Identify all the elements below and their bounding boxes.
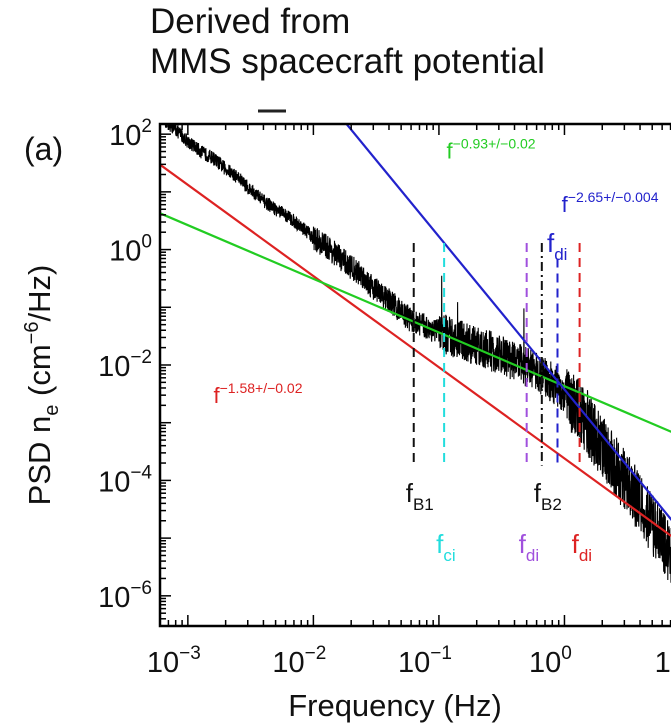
- power-law-fit-line-2: [160, 212, 671, 433]
- marker-label-4: fB2: [534, 478, 562, 514]
- axes: 10−3 10−2 10−1 100 101 102 100 10−2 10−4 10−6: [98, 116, 671, 679]
- panel-label: (a): [24, 131, 63, 167]
- marker-label-3: fdi: [519, 529, 539, 565]
- power-law-fit-line-3: [345, 124, 671, 521]
- x-tick-label: 10−1: [398, 643, 452, 679]
- y-tick-label: 102: [109, 116, 152, 152]
- marker-label-6: fdi: [572, 529, 592, 565]
- annotations: f−1.58+/−0.02 f−0.93+/−0.02 f−2.65+/−0.004…: [213, 135, 658, 565]
- plot-area: [160, 124, 671, 583]
- y-tick-label: 10−2: [98, 347, 152, 383]
- figure-caption: Derived from MMS spacecraft potential: [150, 2, 545, 82]
- y-tick-label: 10−4: [98, 462, 152, 498]
- x-tick-label: 10−3: [147, 643, 201, 679]
- fit-label-2: f−0.93+/−0.02: [447, 135, 536, 163]
- x-tick-label: 100: [529, 643, 572, 679]
- psd-spectrum-line: [164, 124, 671, 583]
- fit-label-3: f−2.65+/−0.004: [562, 189, 659, 217]
- plot-frame: [158, 122, 671, 628]
- marker-label-1: fB1: [406, 478, 434, 514]
- y-tick-label: 100: [109, 232, 152, 268]
- fit-label-1: f−1.58+/−0.02: [213, 380, 302, 408]
- x-tick-label: 10−2: [272, 643, 326, 679]
- marker-label-5: fdi: [547, 228, 567, 264]
- caption-line-2: MMS spacecraft potential: [150, 42, 545, 81]
- y-tick-label: 10−6: [98, 578, 152, 614]
- x-tick-label: 101: [655, 643, 671, 679]
- marker-label-2: fci: [436, 529, 456, 565]
- power-law-fit-line-1: [160, 163, 671, 538]
- x-axis-label: Frequency (Hz): [288, 688, 502, 723]
- caption-line-1: Derived from: [150, 2, 351, 41]
- y-axis-label: PSD ne (cm−6/Hz): [21, 265, 63, 506]
